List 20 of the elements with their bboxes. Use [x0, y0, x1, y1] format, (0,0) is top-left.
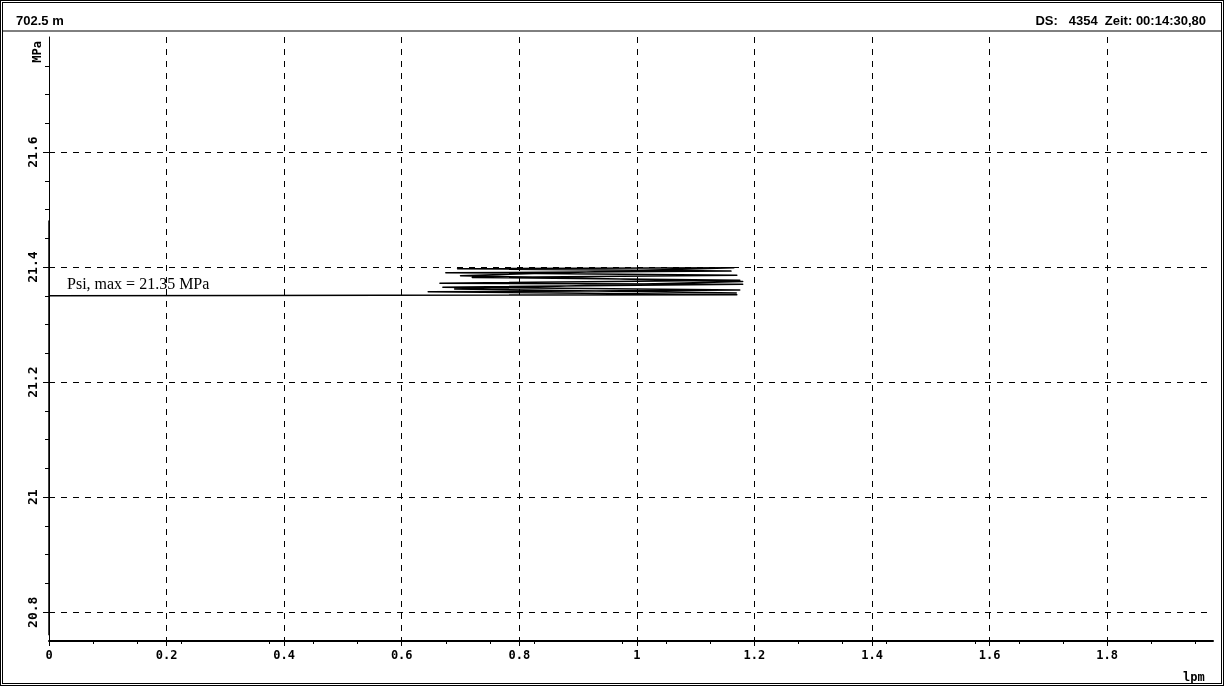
x-tick-label: 1	[633, 648, 641, 662]
x-tick-label: 0.8	[508, 648, 531, 662]
y-tick-label: 21.4	[25, 251, 40, 283]
chart-subtitle: DS: 4354 Zeit: 00:14:30,80	[1035, 13, 1206, 28]
x-tick-label: 1.2	[743, 648, 766, 662]
x-tick-label: 0.4	[273, 648, 295, 662]
y-tick-label: 21.6	[25, 136, 40, 168]
x-tick-label: 1.8	[1096, 648, 1119, 662]
y-tick-label: 20.8	[25, 596, 40, 628]
y-tick-label: 21	[25, 489, 40, 506]
x-tick-label: 1.4	[861, 648, 883, 662]
annotation: Psi, max = 21.35 MPa	[67, 275, 210, 293]
x-tick-label: 0.2	[155, 648, 178, 662]
chart-title: 702.5 m	[16, 13, 64, 28]
x-tick-label: 0.6	[390, 648, 413, 662]
y-tick-label: 21.2	[25, 366, 40, 398]
x-tick-label: 0	[45, 648, 53, 662]
x-axis-title: lpm	[1183, 670, 1205, 684]
x-tick-label: 1.6	[978, 648, 1001, 662]
y-axis-title: MPa	[30, 41, 44, 63]
